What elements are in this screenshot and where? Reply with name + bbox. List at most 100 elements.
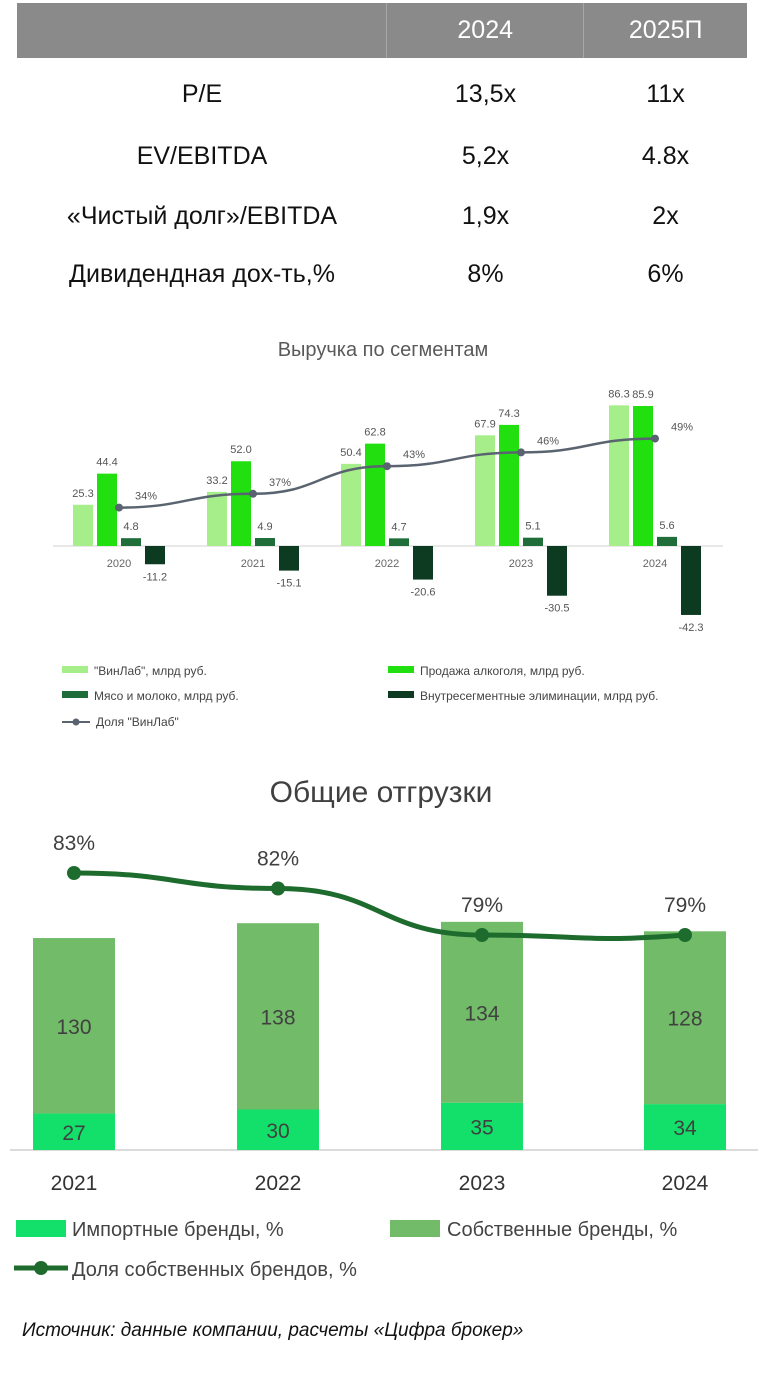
stacked-bar bbox=[644, 1104, 726, 1150]
data-label: 86.3 bbox=[608, 388, 629, 400]
category-label: 2022 bbox=[255, 1172, 302, 1195]
row-value-2025: 11x bbox=[646, 79, 685, 108]
legend-swatch bbox=[16, 1220, 66, 1237]
line-point bbox=[517, 448, 525, 457]
bar bbox=[523, 537, 543, 546]
data-label: 62.8 bbox=[364, 427, 385, 439]
line-point bbox=[475, 928, 489, 942]
stacked-bar bbox=[33, 1113, 115, 1150]
bar bbox=[207, 491, 227, 546]
legend-label: Собственные бренды, % bbox=[447, 1219, 678, 1241]
bar bbox=[365, 443, 385, 546]
bar bbox=[279, 546, 299, 571]
data-label: 4.8 bbox=[123, 521, 138, 533]
data-label: 50.4 bbox=[340, 447, 361, 459]
legend-label: Продажа алкоголя, млрд руб. bbox=[420, 664, 585, 678]
category-label: 2021 bbox=[241, 558, 265, 570]
data-label: 34 bbox=[673, 1117, 697, 1140]
segment-revenue-chart: Выручка по сегментам 25.3 44.4 4.8 -11.2 2020… bbox=[53, 339, 723, 729]
data-label: 85.9 bbox=[632, 389, 653, 401]
stacked-bar bbox=[644, 931, 726, 1105]
row-label: Дивидендная дох-ть,% bbox=[69, 259, 335, 288]
bar bbox=[609, 405, 629, 546]
line-point bbox=[249, 489, 257, 498]
category-label: 2022 bbox=[375, 558, 399, 570]
line-point bbox=[271, 881, 285, 896]
category-label: 2020 bbox=[107, 558, 131, 570]
data-label: 67.9 bbox=[474, 418, 495, 430]
chart-title: Выручка по сегментам bbox=[278, 339, 489, 361]
share-line bbox=[118, 437, 656, 509]
line-point bbox=[383, 462, 391, 471]
bar bbox=[547, 546, 567, 596]
data-label: 138 bbox=[260, 1006, 295, 1029]
bar bbox=[657, 536, 677, 546]
legend-swatch bbox=[388, 691, 414, 698]
line-point bbox=[67, 866, 81, 880]
bar bbox=[255, 538, 275, 546]
row-label: P/E bbox=[181, 79, 223, 108]
data-label: 25.3 bbox=[72, 488, 93, 500]
bar bbox=[413, 546, 433, 580]
legend-label: Доля собственных брендов, % bbox=[72, 1259, 357, 1281]
bar bbox=[475, 435, 495, 546]
category-label: 2024 bbox=[643, 558, 667, 570]
line-label: 46% bbox=[537, 435, 559, 447]
line-label: 79% bbox=[664, 894, 706, 917]
line-point bbox=[115, 503, 123, 512]
stacked-bar bbox=[33, 938, 115, 1114]
header-2025: 2025П bbox=[628, 16, 703, 44]
bar bbox=[633, 405, 653, 546]
data-label: -15.1 bbox=[276, 578, 301, 590]
data-label: 5.6 bbox=[659, 520, 674, 532]
bar bbox=[389, 538, 409, 546]
legend-label: Мясо и молоко, млрд руб. bbox=[94, 689, 239, 703]
data-label: -30.5 bbox=[544, 603, 569, 615]
legend-swatch bbox=[62, 666, 88, 673]
legend-line-marker bbox=[72, 718, 80, 726]
chart-title: Общие отгрузки bbox=[270, 776, 493, 809]
data-label: 4.7 bbox=[391, 521, 406, 533]
header-empty bbox=[17, 3, 386, 58]
data-label: 134 bbox=[464, 1002, 499, 1025]
legend-swatch bbox=[62, 691, 88, 698]
legend-line-marker bbox=[34, 1261, 48, 1275]
legend-label: Внутресегментные элиминации, млрд руб. bbox=[420, 689, 658, 703]
legend-swatch bbox=[388, 666, 414, 673]
bar bbox=[499, 424, 519, 546]
data-label: 4.9 bbox=[257, 521, 272, 533]
share-line bbox=[73, 870, 686, 942]
data-label: -20.6 bbox=[410, 587, 435, 599]
table-row: P/E 13,5x 11x bbox=[17, 64, 747, 124]
bar bbox=[121, 538, 141, 546]
line-label: 79% bbox=[461, 894, 503, 917]
row-value-2025: 4.8x bbox=[641, 141, 690, 170]
data-label: 35 bbox=[470, 1116, 493, 1139]
data-label: 52.0 bbox=[230, 444, 251, 456]
data-label: 44.4 bbox=[96, 457, 117, 469]
data-label: 33.2 bbox=[206, 475, 227, 487]
stacked-bar bbox=[441, 921, 523, 1103]
stacked-bar bbox=[237, 923, 319, 1110]
stacked-bar bbox=[441, 1102, 523, 1150]
legend-label: Доля "ВинЛаб" bbox=[96, 715, 179, 729]
data-label: -11.2 bbox=[143, 571, 167, 583]
legend-swatch bbox=[390, 1220, 440, 1237]
category-label: 2021 bbox=[51, 1172, 98, 1195]
legend-label: Импортные бренды, % bbox=[72, 1219, 284, 1241]
line-label: 82% bbox=[257, 848, 299, 871]
row-label: EV/EBITDA bbox=[136, 141, 268, 170]
bar bbox=[73, 504, 93, 546]
data-label: 128 bbox=[667, 1008, 702, 1031]
category-label: 2024 bbox=[662, 1172, 709, 1195]
bar bbox=[145, 546, 165, 565]
line-label: 37% bbox=[269, 477, 291, 489]
line-label: 43% bbox=[403, 449, 425, 461]
source-note: Источник: данные компании, расчеты «Цифр… bbox=[22, 1320, 524, 1341]
table-header: 2024 2025П bbox=[17, 3, 747, 58]
row-value-2024: 13,5x bbox=[454, 79, 517, 108]
shipments-legend: Импортные бренды, % Собственные бренды, %… bbox=[14, 1219, 678, 1281]
table-row: EV/EBITDA 5,2x 4.8x bbox=[17, 126, 747, 186]
stacked-bar bbox=[237, 1109, 319, 1150]
header-2024: 2024 bbox=[385, 3, 585, 58]
